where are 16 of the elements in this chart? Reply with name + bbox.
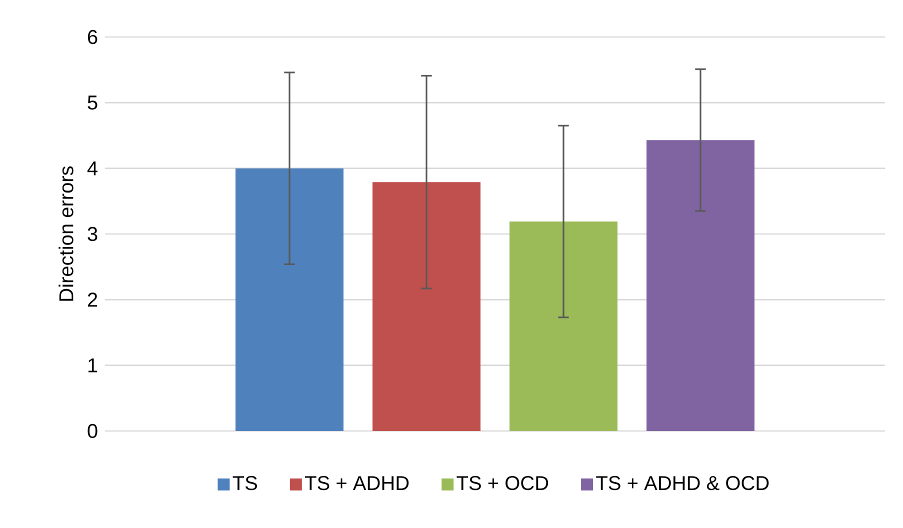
legend-label: TS [232, 476, 257, 490]
legend-label: TS + ADHD & OCD [596, 476, 769, 490]
bar [509, 222, 618, 431]
y-tick-label: 6 [88, 30, 98, 44]
y-tick-label: 2 [88, 292, 98, 307]
bar [236, 168, 344, 431]
y-tick-label: 0 [88, 424, 98, 438]
y-tick-label: 3 [88, 226, 98, 242]
y-tick-label: 1 [88, 358, 98, 372]
y-tick-label: 4 [87, 161, 98, 176]
y-tick-label: 5 [88, 96, 98, 110]
bar [372, 182, 480, 431]
legend-label: TS + ADHD [305, 476, 409, 490]
legend-label: TS + OCD [456, 476, 548, 490]
bar [646, 140, 754, 431]
y-axis-title: Direction errors [58, 166, 74, 301]
